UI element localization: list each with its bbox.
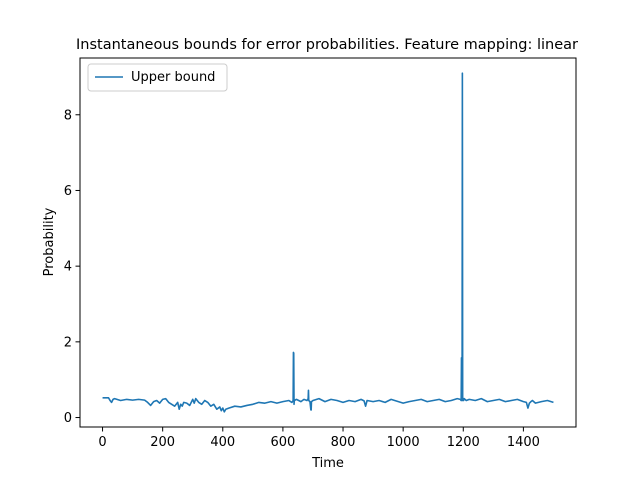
y-tick-label: 4 bbox=[64, 260, 72, 275]
y-tick-label: 6 bbox=[64, 184, 72, 199]
legend-box bbox=[87, 63, 228, 92]
x-tick-label: 800 bbox=[331, 435, 356, 450]
y-axis: 0 2 4 6 8 bbox=[64, 108, 80, 426]
series-line-upper-bound bbox=[102, 72, 554, 413]
x-tick-label: 0 bbox=[98, 435, 106, 450]
legend-label-upper-bound: Upper bound bbox=[131, 70, 215, 85]
legend: Upper bound bbox=[87, 63, 228, 92]
x-tick-label: 200 bbox=[150, 435, 175, 450]
x-tick-label: 1400 bbox=[507, 435, 540, 450]
y-axis-label: Probability bbox=[42, 207, 57, 276]
plot-frame bbox=[79, 57, 577, 428]
x-tick-label: 1200 bbox=[447, 435, 480, 450]
x-tick-label: 400 bbox=[210, 435, 235, 450]
x-tick-label: 1000 bbox=[387, 435, 420, 450]
x-tick-label: 600 bbox=[270, 435, 295, 450]
chart-title: Instantaneous bounds for error probabili… bbox=[76, 37, 578, 53]
y-tick-label: 0 bbox=[64, 411, 72, 426]
y-tick-label: 2 bbox=[64, 335, 72, 350]
plot-area bbox=[79, 57, 577, 428]
y-tick-label: 8 bbox=[64, 108, 72, 123]
x-axis-label: Time bbox=[311, 456, 344, 471]
series-layer bbox=[102, 72, 554, 413]
x-axis: 0 200 400 600 800 1000 1200 1400 bbox=[98, 427, 540, 450]
